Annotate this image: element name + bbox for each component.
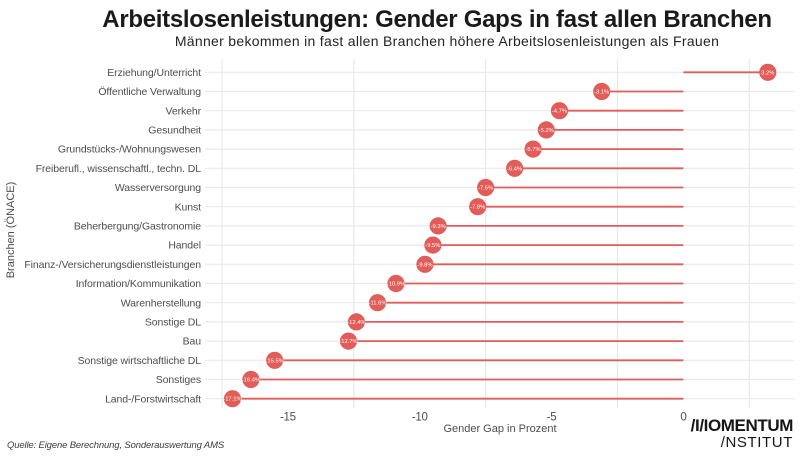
category-label: Sonstige DL [145, 317, 201, 329]
point-value-label: -6.4% [507, 166, 522, 172]
point-value-label: -5.2% [539, 128, 554, 134]
momentum-institut-logo: /I/IOMENTUM /NSTITUT [690, 416, 794, 451]
lollipop-dot [347, 313, 366, 331]
category-label: Handel [168, 240, 201, 252]
lollipop-dot [593, 82, 611, 101]
point-value-label: -12.7% [339, 339, 357, 345]
point-value-label: -5.7% [526, 147, 541, 153]
lollipop-dot [266, 351, 284, 369]
category-label: Erziehung/Unterricht [107, 67, 201, 79]
category-label: Gesundheit [148, 125, 201, 137]
lollipop-dot [424, 236, 442, 254]
category-label: Land-/Forstwirtschaft [105, 393, 201, 405]
category-label: Information/Kommunikation [76, 278, 202, 290]
lollipop-dot [339, 332, 358, 350]
category-label: Verkehr [166, 105, 202, 117]
chart-title: Arbeitslosenleistungen: Gender Gaps in f… [102, 6, 772, 33]
point-value-label: -7.8% [470, 205, 485, 211]
point-value-label: -12.4% [347, 320, 365, 326]
point-value-label: -9.3% [431, 224, 446, 230]
lollipop-dot [368, 294, 387, 312]
point-value-label: 3.2% [761, 70, 774, 76]
x-tick-label: 0 [680, 412, 686, 424]
category-label: Wasserversorgung [115, 182, 201, 194]
logo-line-institut: /NSTITUT [720, 434, 793, 451]
point-value-label: -11.6% [369, 301, 387, 307]
lollipop-dot [537, 121, 555, 139]
source-note: Quelle: Eigene Berechnung, Sonderauswert… [7, 440, 225, 451]
logo-line-momentum: /I/IOMENTUM [690, 416, 794, 435]
point-value-label: -9.8% [417, 262, 432, 268]
x-tick-label: -5 [547, 412, 557, 424]
point-value-label: -3.1% [594, 90, 609, 96]
lollipop-dot [223, 390, 242, 408]
category-label: Sonstige wirtschaftliche DL [78, 355, 202, 367]
x-tick-label: -15 [280, 412, 296, 424]
point-value-label: -4.7% [552, 109, 567, 115]
category-label: Bau [183, 336, 202, 348]
lollipop-dot [242, 370, 260, 389]
point-value-label: -9.5% [425, 243, 440, 249]
x-axis-title: Gender Gap in Prozent [443, 423, 557, 435]
point-value-label: -10.9% [387, 282, 405, 288]
x-tick-label: -10 [412, 412, 428, 424]
lollipop-dot [416, 255, 434, 273]
point-value-label: -17.1% [223, 397, 241, 403]
category-label: Öffentliche Verwaltung [98, 86, 201, 98]
lollipop-dot [506, 159, 524, 177]
lollipop-dot [759, 63, 777, 81]
y-axis-title: Branchen (ÖNACE) [5, 181, 17, 279]
lollipop-dot [429, 217, 447, 235]
point-value-label: -15.5% [265, 358, 283, 364]
lollipop-dot [469, 198, 487, 216]
category-label: Kunst [175, 201, 202, 213]
lollipop-dot [524, 140, 542, 158]
lollipop-dot [387, 274, 405, 293]
category-label: Freiberufl., wissenschaftl., techn. DL [36, 163, 202, 175]
lollipop-dot [550, 102, 569, 120]
chart-subtitle: Männer bekommen in fast allen Branchen h… [174, 33, 720, 49]
category-label: Finanz-/Versicherungsdienstleistungen [24, 259, 201, 271]
category-label: Grundstücks-/Wohnungswesen [58, 144, 201, 156]
category-label: Warenherstellung [121, 297, 202, 309]
category-label: Sonstiges [156, 374, 201, 386]
point-value-label: -7.5% [478, 186, 493, 192]
lollipop-dot [477, 178, 495, 197]
point-value-label: -16.4% [242, 378, 260, 384]
category-label: Beherbergung/Gastronomie [74, 221, 201, 233]
